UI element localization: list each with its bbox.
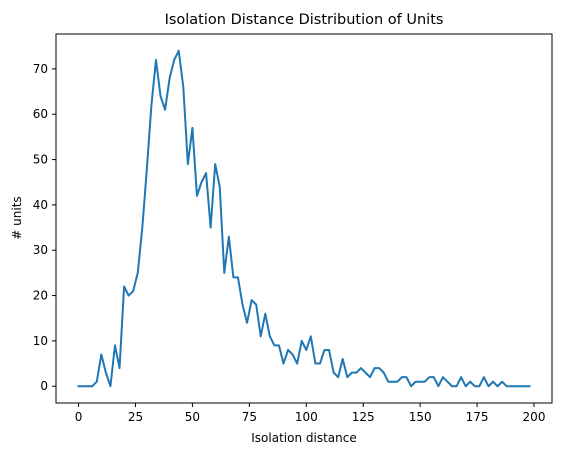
y-tick-label: 10 (33, 334, 48, 348)
y-axis-ticks: 0 10 20 30 40 50 60 70 (33, 62, 56, 393)
y-tick-label: 40 (33, 198, 48, 212)
x-axis-label: Isolation distance (251, 431, 356, 445)
axes-frame (55, 33, 553, 404)
y-tick-label: 20 (33, 289, 48, 303)
y-tick-label: 0 (40, 379, 48, 393)
x-tick-label: 75 (242, 410, 257, 424)
y-tick-label: 70 (33, 62, 48, 76)
x-tick-label: 175 (466, 410, 489, 424)
y-tick-label: 50 (33, 153, 48, 167)
x-tick-label: 25 (128, 410, 143, 424)
chart-title: Isolation Distance Distribution of Units (165, 12, 444, 28)
x-tick-label: 100 (295, 410, 318, 424)
y-tick-label: 30 (33, 243, 48, 257)
x-tick-label: 0 (75, 410, 83, 424)
y-axis-label: # units (10, 196, 24, 239)
y-tick-label: 60 (33, 107, 48, 121)
x-axis-ticks: 0 25 50 75 100 125 150 175 200 (75, 403, 546, 424)
x-tick-label: 50 (185, 410, 200, 424)
x-tick-label: 125 (352, 410, 375, 424)
x-tick-label: 200 (523, 410, 546, 424)
plot-area (55, 33, 553, 404)
series-line-0 (77, 49, 531, 388)
x-tick-label: 150 (409, 410, 432, 424)
